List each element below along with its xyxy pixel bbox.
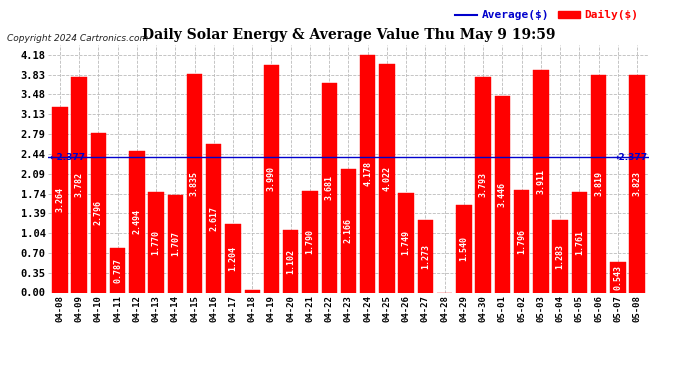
Bar <box>244 290 260 292</box>
Text: 1.770: 1.770 <box>152 230 161 255</box>
Text: 2.494: 2.494 <box>132 209 141 234</box>
Text: 2.166: 2.166 <box>344 218 353 243</box>
Bar <box>610 262 626 292</box>
Text: 3.793: 3.793 <box>479 172 488 197</box>
Text: ←2.377: ←2.377 <box>50 153 86 162</box>
Text: 1.283: 1.283 <box>555 243 564 268</box>
Bar <box>302 190 317 292</box>
Text: 1.102: 1.102 <box>286 249 295 274</box>
Bar <box>341 169 356 292</box>
Bar <box>514 190 529 292</box>
Text: Copyright 2024 Cartronics.com: Copyright 2024 Cartronics.com <box>7 34 148 43</box>
Bar <box>187 74 202 292</box>
Bar <box>129 151 144 292</box>
Bar <box>148 192 164 292</box>
Text: 3.446: 3.446 <box>498 182 507 207</box>
Text: 1.796: 1.796 <box>517 229 526 254</box>
Text: 1.761: 1.761 <box>575 230 584 255</box>
Text: 3.990: 3.990 <box>267 166 276 192</box>
Bar <box>110 248 126 292</box>
Text: 4.022: 4.022 <box>382 166 391 190</box>
Bar <box>52 107 68 292</box>
Bar <box>629 75 644 292</box>
Text: →2.377: →2.377 <box>611 153 647 162</box>
Bar <box>456 205 471 292</box>
Text: 3.782: 3.782 <box>75 172 83 197</box>
Bar <box>71 77 87 292</box>
Bar <box>322 83 337 292</box>
Bar <box>533 70 549 292</box>
Bar <box>553 219 568 292</box>
Bar <box>398 193 414 292</box>
Text: 1.204: 1.204 <box>228 246 237 271</box>
Bar <box>264 66 279 292</box>
Text: 4.178: 4.178 <box>363 161 372 186</box>
Text: 3.264: 3.264 <box>55 187 64 212</box>
Text: 3.819: 3.819 <box>594 171 603 196</box>
Bar <box>283 230 298 292</box>
Bar <box>206 144 221 292</box>
Text: 1.273: 1.273 <box>421 244 430 269</box>
Bar <box>226 224 241 292</box>
Bar <box>417 220 433 292</box>
Text: 1.749: 1.749 <box>402 230 411 255</box>
Text: 0.543: 0.543 <box>613 264 622 290</box>
Bar <box>495 96 510 292</box>
Bar <box>475 77 491 292</box>
Bar <box>90 134 106 292</box>
Text: 3.823: 3.823 <box>633 171 642 196</box>
Text: 3.835: 3.835 <box>190 171 199 196</box>
Text: 3.911: 3.911 <box>536 169 545 194</box>
Text: 1.790: 1.790 <box>306 229 315 254</box>
Bar <box>571 192 587 292</box>
Bar <box>591 75 607 292</box>
Bar <box>380 64 395 292</box>
Legend: Average($), Daily($): Average($), Daily($) <box>451 6 643 25</box>
Text: 1.707: 1.707 <box>171 231 180 256</box>
Text: 3.681: 3.681 <box>325 175 334 200</box>
Text: 2.796: 2.796 <box>94 201 103 225</box>
Title: Daily Solar Energy & Average Value Thu May 9 19:59: Daily Solar Energy & Average Value Thu M… <box>141 28 555 42</box>
Bar <box>168 195 183 292</box>
Text: 0.787: 0.787 <box>113 258 122 283</box>
Text: 1.540: 1.540 <box>460 236 469 261</box>
Bar <box>360 55 375 292</box>
Text: 2.617: 2.617 <box>209 206 218 231</box>
